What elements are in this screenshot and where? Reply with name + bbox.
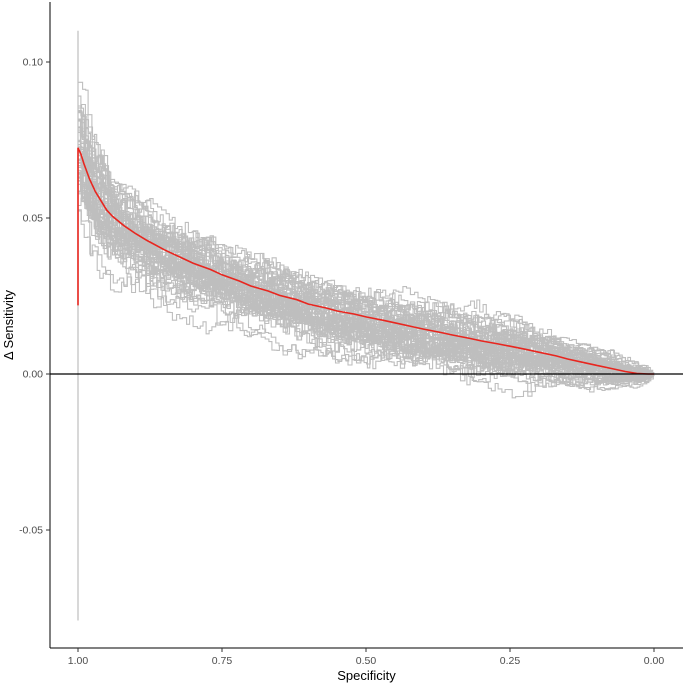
replicate-line: [78, 162, 655, 387]
mean-line-layer: [77, 147, 654, 375]
y-tick-label: 0.00: [23, 369, 44, 381]
replicate-line: [78, 120, 655, 388]
replicate-line: [78, 175, 654, 376]
x-axis-title: Specificity: [337, 668, 396, 683]
y-axis-title: Δ Sensitivity: [1, 289, 16, 360]
replicate-line: [78, 147, 654, 374]
replicate-line: [78, 177, 655, 375]
replicate-line: [78, 147, 653, 375]
y-tick-label: -0.05: [19, 525, 43, 537]
x-axis-ticks: 1.00 0.75 0.50 0.25 0.00: [68, 648, 665, 667]
replicate-lines: [77, 30, 655, 621]
y-tick-label: 0.10: [23, 57, 44, 69]
x-tick-label: 0.50: [356, 655, 377, 667]
x-tick-label: 0.00: [644, 655, 665, 667]
x-tick-label: 0.25: [500, 655, 521, 667]
replicate-line: [78, 161, 653, 385]
y-tick-label: 0.05: [23, 213, 44, 225]
mean-line: [77, 147, 654, 375]
replicate-line: [78, 119, 654, 380]
x-tick-label: 0.75: [212, 655, 233, 667]
x-tick-label: 1.00: [68, 655, 89, 667]
y-axis-ticks: 0.10 0.05 0.00 -0.05: [19, 57, 50, 537]
